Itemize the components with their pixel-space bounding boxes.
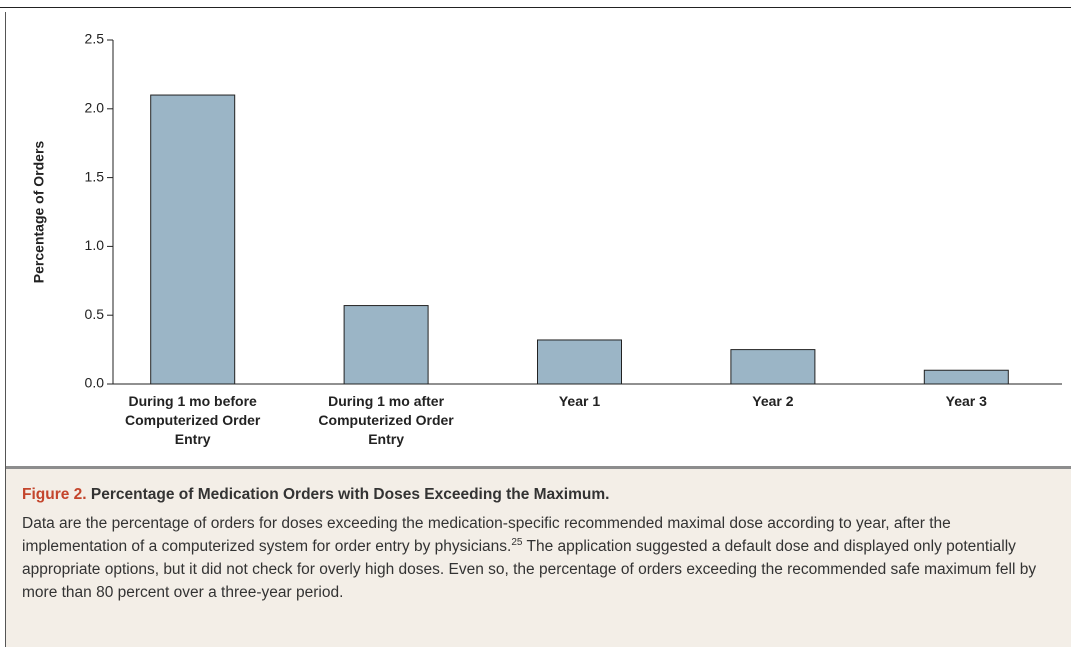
caption-text: Data are the percentage of orders for do… xyxy=(22,512,1055,604)
figure-frame xyxy=(5,12,1071,647)
x-tick-label: During 1 mo after Computerized Order Ent… xyxy=(318,393,454,447)
x-tick-label: Year 1 xyxy=(558,393,601,409)
caption-body: The application suggested a default dose… xyxy=(22,538,1037,601)
x-tick-label: Year 3 xyxy=(945,393,987,409)
top-rule xyxy=(0,7,1071,8)
y-tick-label: 2.5 xyxy=(85,31,105,47)
x-tick-label: During 1 mo before Computerized Order En… xyxy=(125,393,261,447)
bar xyxy=(343,305,429,385)
caption: Figure 2. Percentage of Medication Order… xyxy=(6,469,1071,647)
bar xyxy=(150,94,236,385)
figure-label: Figure 2. xyxy=(22,486,87,503)
caption-body: Data are the percentage of orders for do… xyxy=(22,515,951,555)
reference: 25 xyxy=(511,536,523,548)
separator xyxy=(6,466,1071,469)
bar xyxy=(923,369,1009,385)
figure-title: Percentage of Medication Orders with Dos… xyxy=(90,486,610,503)
x-tick-label: Year 2 xyxy=(752,393,794,409)
y-tick-label: 1.5 xyxy=(85,168,105,184)
y-axis-label: Percentage of Orders xyxy=(31,141,47,284)
y-tick-label: 0.5 xyxy=(85,306,105,322)
chart: Percentage of Orders 0.0 0.5 1.0 1.5 2.0 2.5 xyxy=(31,31,1062,391)
caption-heading: Figure 2. Percentage of Medication Order… xyxy=(22,483,1055,506)
y-tick-label: 1.0 xyxy=(85,237,105,253)
y-tick-label: 2.0 xyxy=(85,100,105,116)
bar xyxy=(730,349,816,385)
y-tick-label: 0.0 xyxy=(85,375,105,391)
bar xyxy=(537,339,622,385)
